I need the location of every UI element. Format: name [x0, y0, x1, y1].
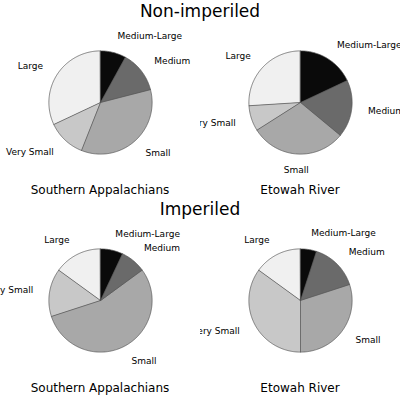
svg-text:Medium: Medium — [368, 106, 400, 116]
svg-text:Small: Small — [356, 335, 381, 345]
svg-text:Large: Large — [244, 235, 270, 245]
svg-text:Small: Small — [131, 356, 156, 366]
svg-text:Large: Large — [44, 235, 70, 245]
svg-text:Medium-Large: Medium-Large — [115, 229, 180, 239]
svg-text:Very Small: Very Small — [200, 118, 236, 128]
html-text:Imperiled: Imperiled — [159, 199, 241, 219]
html-text:Non-imperiled: Non-imperiled — [139, 1, 261, 21]
svg-text:Medium-Large: Medium-Large — [311, 228, 376, 238]
svg-text:Medium: Medium — [144, 243, 180, 253]
svg-text:Small: Small — [284, 165, 309, 175]
svg-text:Very Small: Very Small — [0, 285, 33, 295]
svg-text:Large: Large — [226, 51, 252, 61]
html-text:Etowah River: Etowah River — [260, 381, 340, 395]
svg-text:Medium-Large: Medium-Large — [117, 31, 182, 41]
svg-text:Small: Small — [146, 148, 171, 158]
svg-text:Large: Large — [18, 61, 44, 71]
svg-text:Medium: Medium — [349, 247, 385, 257]
svg-text:Very Small: Very Small — [6, 147, 54, 157]
svg-text:Very Small: Very Small — [200, 326, 240, 336]
html-text:Southern Appalachians: Southern Appalachians — [30, 183, 170, 197]
html-text:Southern Appalachians: Southern Appalachians — [30, 381, 170, 395]
html-text:Etowah River: Etowah River — [260, 183, 340, 197]
svg-text:Medium-Large: Medium-Large — [337, 40, 400, 50]
svg-text:Medium: Medium — [154, 56, 190, 66]
